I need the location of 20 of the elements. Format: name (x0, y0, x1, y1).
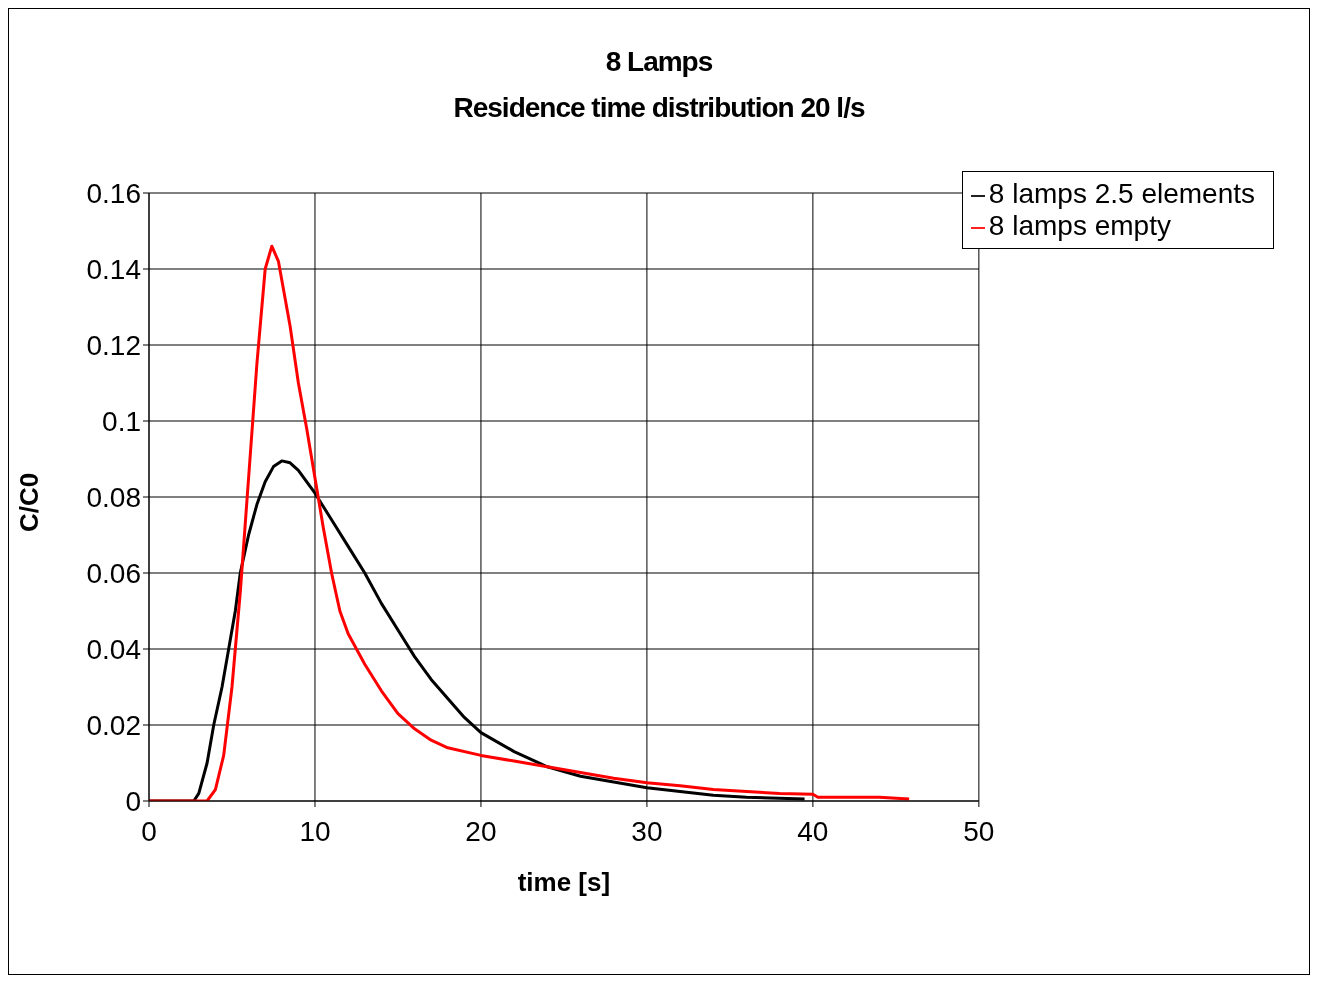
y-tick-label: 0.08 (86, 481, 141, 513)
x-tick-label: 40 (797, 815, 829, 847)
y-tick-label: 0.04 (86, 633, 141, 665)
y-tick-label: 0.02 (86, 709, 141, 741)
x-tick-label: 20 (465, 815, 497, 847)
x-tick-label: 10 (299, 815, 331, 847)
legend-label: 8 lamps empty (988, 210, 1171, 241)
x-axis-title: time [s] (517, 867, 611, 897)
y-tick-label: 0 (125, 785, 141, 817)
x-tick-label: 50 (963, 815, 995, 847)
legend-label: 8 lamps 2.5 elements (988, 178, 1255, 209)
chart-title: 8 Lamps (604, 45, 714, 79)
x-tick-label: 30 (631, 815, 663, 847)
y-tick-label: 0.12 (86, 329, 141, 361)
y-tick-label: 0.1 (102, 405, 141, 437)
y-axis-title: C/C0 (14, 472, 45, 532)
y-tick-label: 0.14 (86, 253, 141, 285)
chart-subtitle: Residence time distribution 20 l/s (452, 91, 866, 125)
y-tick-label: 0.16 (86, 177, 141, 209)
y-tick-label: 0.06 (86, 557, 141, 589)
